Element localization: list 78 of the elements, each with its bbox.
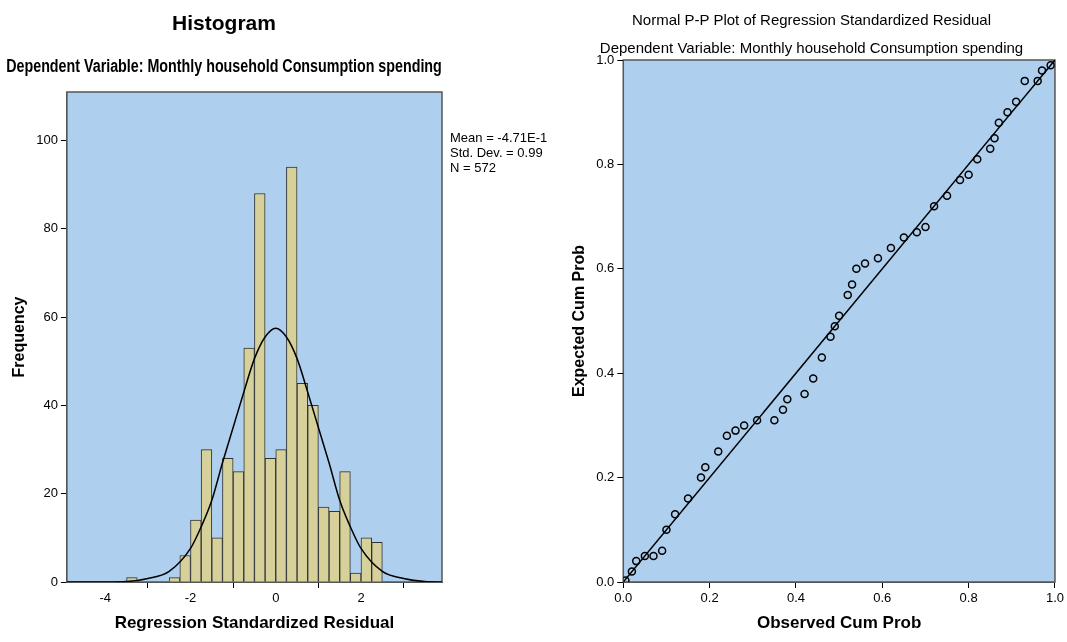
x-axis-title: Regression Standardized Residual bbox=[114, 613, 395, 633]
point bbox=[783, 395, 792, 404]
point bbox=[1003, 107, 1012, 117]
point bbox=[1046, 60, 1055, 70]
x-tick-label: 0.2 bbox=[700, 590, 719, 606]
y-tick-label: 0.0 bbox=[596, 573, 615, 589]
point bbox=[985, 144, 995, 153]
point bbox=[662, 525, 671, 535]
x-tick-label: 1.0 bbox=[1045, 590, 1064, 606]
point bbox=[912, 228, 922, 237]
point bbox=[973, 154, 982, 164]
point bbox=[852, 264, 861, 274]
point bbox=[942, 191, 952, 200]
point bbox=[1020, 76, 1029, 86]
point bbox=[899, 233, 909, 242]
x-tick-label: 0.0 bbox=[614, 590, 633, 606]
point bbox=[778, 405, 788, 414]
text: N = 572 bbox=[450, 160, 496, 176]
y-tick-label: 0.2 bbox=[596, 469, 615, 485]
point bbox=[834, 311, 844, 321]
point bbox=[873, 254, 883, 263]
y-axis-title: Frequency bbox=[10, 296, 28, 378]
point bbox=[731, 426, 740, 435]
point bbox=[752, 415, 762, 425]
point bbox=[800, 389, 809, 399]
chart-title: Normal P-P Plot of Regression Standardized Residual bbox=[631, 11, 992, 29]
y-tick-label: 100 bbox=[36, 132, 58, 148]
point bbox=[860, 259, 870, 268]
point bbox=[817, 353, 827, 362]
point bbox=[955, 175, 965, 185]
point bbox=[701, 462, 710, 472]
x-tick-label: -2 bbox=[184, 590, 197, 606]
point bbox=[886, 243, 896, 253]
y-tick-label: 40 bbox=[43, 397, 58, 412]
x-tick-label: 2 bbox=[357, 590, 365, 606]
y-tick-label: 60 bbox=[43, 308, 58, 324]
point bbox=[627, 567, 637, 576]
point bbox=[722, 431, 732, 441]
point bbox=[929, 201, 939, 211]
point bbox=[830, 321, 840, 331]
x-tick-label: -4 bbox=[99, 590, 112, 606]
y-tick-label: 0.6 bbox=[596, 260, 615, 276]
point bbox=[631, 556, 641, 566]
chart-subtitle: Dependent Variable: Monthly household Consumption spending bbox=[6, 54, 442, 77]
point bbox=[921, 222, 930, 232]
x-axis-title: Observed Cum Prob bbox=[756, 613, 922, 633]
point bbox=[696, 473, 706, 482]
point bbox=[847, 280, 857, 289]
y-tick-label: 80 bbox=[43, 220, 58, 236]
point bbox=[713, 447, 723, 456]
point bbox=[1037, 66, 1047, 75]
point bbox=[1011, 97, 1021, 107]
point bbox=[649, 551, 658, 561]
y-tick-label: 0 bbox=[50, 573, 58, 589]
y-tick-label: 20 bbox=[43, 485, 58, 501]
point bbox=[1033, 76, 1042, 86]
chart-title: Histogram bbox=[172, 11, 276, 35]
x-tick-label: 0.4 bbox=[786, 590, 805, 606]
point bbox=[826, 332, 835, 341]
x-tick-label: 0.6 bbox=[873, 590, 892, 606]
point bbox=[843, 290, 852, 300]
point bbox=[990, 134, 999, 143]
point bbox=[683, 494, 693, 503]
text: Std. Dev. = 0.99 bbox=[450, 145, 543, 161]
text: Mean = -4.71E-1 bbox=[450, 130, 548, 146]
point bbox=[808, 374, 818, 383]
point bbox=[657, 546, 667, 555]
y-axis-title: Expected Cum Prob bbox=[570, 244, 588, 398]
x-tick-label: 0.8 bbox=[959, 590, 978, 606]
point bbox=[640, 551, 650, 561]
point bbox=[994, 118, 1004, 127]
point bbox=[964, 170, 973, 180]
y-tick-label: 0.8 bbox=[596, 155, 615, 171]
point bbox=[670, 509, 680, 519]
point bbox=[770, 415, 779, 425]
point bbox=[739, 421, 749, 430]
x-tick-label: 0 bbox=[272, 590, 280, 606]
y-tick-label: 0.4 bbox=[596, 364, 615, 380]
